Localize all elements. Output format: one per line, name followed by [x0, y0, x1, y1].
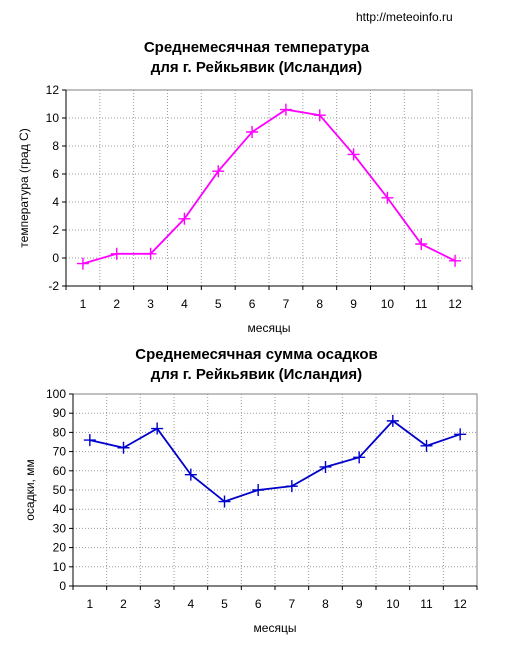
y-tick-label: 4 — [52, 195, 59, 209]
y-tick-label: 60 — [53, 464, 67, 478]
y-tick-label: 30 — [53, 521, 67, 535]
x-tick-label: 4 — [181, 297, 188, 311]
x-tick-label: 11 — [415, 297, 428, 311]
x-tick-label: 10 — [381, 297, 395, 311]
y-tick-label: 40 — [53, 502, 67, 516]
x-tick-label: 11 — [420, 597, 433, 611]
y-tick-label: 10 — [46, 111, 60, 125]
y-tick-label: 20 — [53, 541, 67, 555]
chart-title-temperature: Среднемесячная температура для г. Рейкья… — [0, 38, 513, 78]
data-point-marker — [144, 247, 157, 260]
source-url[interactable]: http://meteoinfo.ru — [356, 10, 453, 24]
data-point-marker — [386, 414, 399, 427]
series-line — [89, 419, 461, 503]
title-line-1: Среднемесячная сумма осадков — [135, 346, 378, 363]
x-tick-label: 3 — [154, 597, 161, 611]
y-tick-label: 80 — [53, 425, 67, 439]
y-axis-label: осадки, мм — [23, 459, 37, 520]
data-point-marker — [415, 238, 428, 250]
data-point-marker — [184, 468, 197, 481]
data-point-marker — [420, 439, 433, 452]
data-point-marker — [449, 254, 462, 267]
y-tick-label: 50 — [53, 483, 67, 497]
y-tick-label: 90 — [53, 406, 67, 420]
data-point-marker — [279, 103, 292, 116]
data-point-marker — [110, 247, 123, 260]
plot-area — [65, 89, 473, 287]
x-tick-label: 8 — [322, 597, 329, 611]
y-tick-label: 0 — [52, 251, 59, 265]
x-tick-label: 4 — [187, 597, 194, 611]
data-point-marker — [83, 434, 96, 447]
data-point-marker — [151, 422, 164, 435]
data-point-marker — [218, 495, 231, 508]
data-point-marker — [319, 460, 332, 473]
x-tick-label: 1 — [86, 597, 93, 611]
x-tick-label: 2 — [120, 597, 127, 611]
y-tick-label: -2 — [48, 279, 59, 293]
x-tick-label: 9 — [350, 297, 357, 311]
x-tick-label: 6 — [255, 597, 262, 611]
y-tick-label: 12 — [46, 83, 60, 97]
title-line-2: для г. Рейкьявик (Исландия) — [150, 366, 363, 383]
x-tick-label: 8 — [316, 297, 323, 311]
data-point-marker — [246, 126, 259, 138]
title-line-1: Среднемесячная температура — [143, 39, 370, 56]
x-tick-label: 9 — [356, 597, 363, 611]
x-tick-label: 1 — [80, 297, 87, 311]
y-tick-label: 8 — [52, 139, 59, 153]
y-tick-label: 6 — [52, 167, 59, 181]
x-tick-label: 7 — [283, 297, 290, 311]
data-point-marker — [353, 451, 366, 464]
x-tick-label: 5 — [215, 297, 222, 311]
y-axis-label: температура (град С) — [17, 128, 31, 247]
data-point-marker — [313, 109, 326, 122]
y-tick-label: 0 — [59, 579, 66, 593]
data-point-marker — [347, 148, 360, 161]
y-tick-label: 100 — [46, 387, 66, 401]
data-point-marker — [178, 212, 191, 225]
data-point-marker — [285, 480, 298, 493]
chart-title-precipitation: Среднемесячная сумма осадков для г. Рейк… — [0, 345, 513, 385]
data-point-marker — [212, 165, 225, 178]
data-point-marker — [252, 484, 265, 496]
data-point-marker — [76, 257, 89, 270]
title-line-2: для г. Рейкьявик (Исландия) — [150, 59, 363, 76]
data-point-marker — [381, 191, 394, 204]
y-tick-label: 10 — [53, 560, 67, 574]
data-point-marker — [454, 428, 467, 441]
x-tick-label: 12 — [453, 597, 467, 611]
x-tick-label: 5 — [221, 597, 228, 611]
y-tick-label: 70 — [53, 445, 67, 459]
x-axis-label: месяцы — [254, 621, 297, 635]
x-tick-label: 10 — [386, 597, 400, 611]
x-tick-label: 2 — [113, 297, 120, 311]
data-point-marker — [117, 441, 130, 454]
y-tick-label: 2 — [52, 223, 59, 237]
x-tick-label: 7 — [288, 597, 295, 611]
x-axis-label: месяцы — [248, 321, 291, 335]
x-tick-label: 6 — [249, 297, 256, 311]
x-tick-label: 12 — [448, 297, 462, 311]
x-tick-label: 3 — [147, 297, 154, 311]
